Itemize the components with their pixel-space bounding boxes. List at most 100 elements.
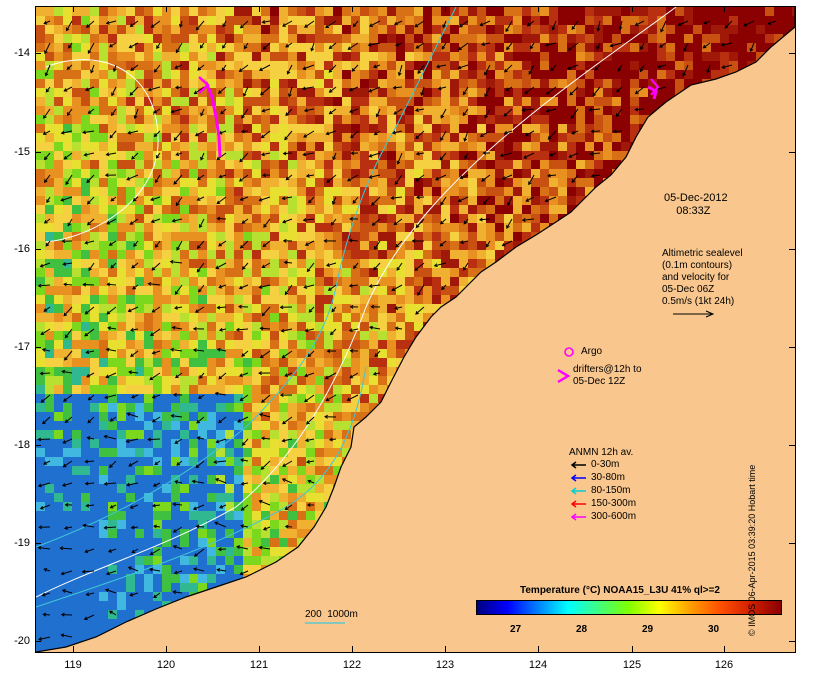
sst-cell [54, 223, 63, 232]
sst-cell [369, 295, 378, 304]
sst-cell [288, 52, 297, 61]
sst-cell [81, 178, 90, 187]
sst-cell [495, 70, 504, 79]
sst-cell [459, 133, 468, 142]
sst-cell [54, 88, 63, 97]
sst-cell [432, 493, 441, 502]
sst-cell [144, 421, 153, 430]
sst-cell [36, 466, 45, 475]
sst-cell [234, 25, 243, 34]
sst-cell [207, 520, 216, 529]
sst-cell [63, 511, 72, 520]
sst-cell [279, 385, 288, 394]
sst-cell [702, 484, 711, 493]
sst-cell [567, 430, 576, 439]
sst-cell [90, 421, 99, 430]
sst-cell [756, 367, 765, 376]
sst-cell [765, 367, 774, 376]
sst-cell [657, 484, 666, 493]
sst-cell [144, 205, 153, 214]
sst-cell [270, 376, 279, 385]
sst-cell [450, 358, 459, 367]
sst-cell [648, 124, 657, 133]
sst-cell [666, 322, 675, 331]
sst-cell [207, 16, 216, 25]
sst-cell [666, 367, 675, 376]
sst-cell [531, 16, 540, 25]
sst-cell [54, 331, 63, 340]
sst-cell [729, 421, 738, 430]
sst-cell [423, 241, 432, 250]
sst-cell [162, 466, 171, 475]
sst-cell [216, 295, 225, 304]
sst-cell [261, 151, 270, 160]
sst-cell [783, 439, 792, 448]
sst-cell [153, 151, 162, 160]
sst-cell [135, 385, 144, 394]
sst-cell [603, 97, 612, 106]
sst-cell [549, 304, 558, 313]
sst-cell [387, 484, 396, 493]
sst-cell [396, 232, 405, 241]
sst-cell [567, 295, 576, 304]
sst-cell [621, 115, 630, 124]
sst-cell [342, 385, 351, 394]
sst-cell [324, 97, 333, 106]
sst-cell [468, 412, 477, 421]
sst-cell [126, 124, 135, 133]
sst-cell [324, 250, 333, 259]
sst-cell [765, 385, 774, 394]
sst-cell [504, 448, 513, 457]
sst-cell [459, 142, 468, 151]
sst-cell [117, 223, 126, 232]
sst-cell [225, 493, 234, 502]
sst-cell [171, 151, 180, 160]
sst-cell [243, 250, 252, 259]
sst-cell [99, 196, 108, 205]
sst-cell [252, 97, 261, 106]
sst-cell [504, 475, 513, 484]
sst-cell [783, 124, 792, 133]
sst-cell [450, 376, 459, 385]
sst-cell [225, 259, 234, 268]
sst-cell [603, 331, 612, 340]
sst-cell [72, 214, 81, 223]
sst-cell [189, 313, 198, 322]
sst-cell [108, 88, 117, 97]
sst-cell [216, 286, 225, 295]
sst-cell [306, 421, 315, 430]
sst-cell [441, 529, 450, 538]
sst-cell [306, 34, 315, 43]
sst-cell [450, 43, 459, 52]
sst-cell [63, 34, 72, 43]
sst-cell [234, 295, 243, 304]
sst-cell [558, 457, 567, 466]
sst-cell [81, 196, 90, 205]
sst-cell [432, 52, 441, 61]
sst-cell [684, 133, 693, 142]
sst-cell [414, 349, 423, 358]
sst-cell [540, 52, 549, 61]
sst-cell [495, 124, 504, 133]
sst-cell [63, 304, 72, 313]
sst-cell [729, 232, 738, 241]
sst-cell [216, 466, 225, 475]
sst-cell [252, 250, 261, 259]
sst-cell [333, 133, 342, 142]
sst-cell [675, 25, 684, 34]
sst-cell [207, 25, 216, 34]
sst-cell [135, 160, 144, 169]
sst-cell [189, 61, 198, 70]
sst-cell [423, 214, 432, 223]
sst-cell [621, 214, 630, 223]
sst-cell [180, 106, 189, 115]
sst-cell [387, 25, 396, 34]
sst-cell [108, 277, 117, 286]
sst-cell [333, 106, 342, 115]
sst-cell [405, 61, 414, 70]
sst-cell [144, 322, 153, 331]
sst-cell [369, 493, 378, 502]
sst-cell [774, 16, 783, 25]
sst-cell [351, 223, 360, 232]
sst-cell [324, 124, 333, 133]
